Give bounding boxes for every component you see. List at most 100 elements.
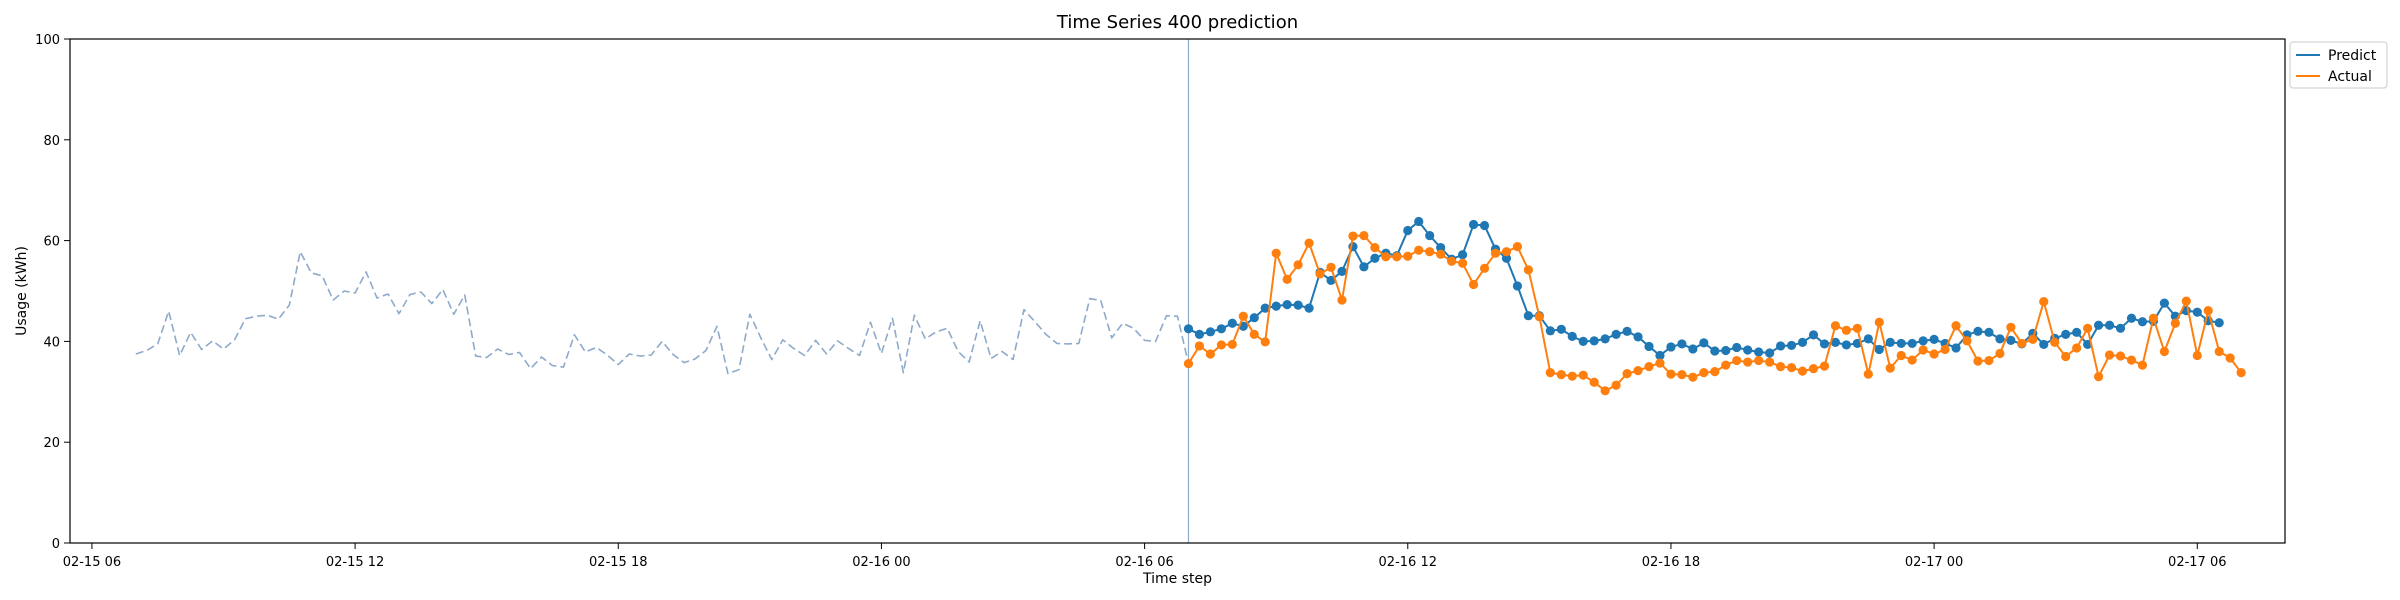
- predict-point: [1282, 300, 1292, 310]
- predict-point: [1918, 336, 1928, 346]
- predict-point: [2137, 317, 2148, 327]
- actual-point: [1940, 344, 1950, 355]
- predict-point: [1885, 337, 1895, 348]
- actual-point: [1348, 231, 1358, 241]
- x-tick-label: 02-16 06: [1115, 555, 1173, 570]
- actual-point: [1633, 366, 1643, 376]
- actual-point: [1468, 279, 1479, 290]
- actual-point: [1512, 242, 1523, 252]
- predict-point: [1458, 250, 1468, 260]
- legend-label-predict: Predict: [2328, 48, 2377, 64]
- chart-content: 0 20 40 60 80 100 02-15 06 02-15 12 02-15 18 02-1…: [35, 33, 2246, 570]
- actual-point: [1797, 366, 1808, 376]
- y-tick-label: 80: [43, 134, 60, 149]
- predict-point: [1370, 253, 1380, 263]
- actual-point: [1699, 368, 1709, 378]
- predict-point: [2214, 318, 2224, 328]
- actual-point: [2236, 368, 2246, 378]
- predict-point: [1545, 326, 1555, 336]
- actual-point: [2159, 346, 2169, 357]
- actual-point: [1282, 274, 1292, 285]
- predict-point: [1501, 253, 1512, 263]
- x-tick-label: 02-15 18: [589, 555, 647, 570]
- predict-point: [1775, 341, 1786, 351]
- predict-point: [1710, 346, 1720, 356]
- actual-point: [2006, 322, 2016, 332]
- actual-point: [2170, 318, 2180, 328]
- predict-point: [2072, 327, 2082, 337]
- actual-point: [1775, 362, 1786, 372]
- actual-point: [1589, 377, 1599, 387]
- actual-point: [2061, 351, 2071, 362]
- predict-point: [1797, 337, 1808, 348]
- actual-point: [2203, 306, 2213, 316]
- actual-point: [1490, 248, 1501, 258]
- actual-point: [1205, 349, 1215, 359]
- predict-point: [1523, 311, 1533, 321]
- predict-point: [1304, 303, 1314, 313]
- actual-point: [1743, 357, 1753, 367]
- y-tick-label: 0: [52, 537, 60, 552]
- predict-point: [1622, 326, 1632, 336]
- predict-point: [1633, 332, 1643, 342]
- actual-point: [1754, 355, 1764, 366]
- actual-point: [1304, 238, 1314, 248]
- actual-point: [1995, 348, 2005, 359]
- predict-point: [1874, 344, 1884, 355]
- predict-point: [1512, 281, 1523, 291]
- x-tick-label: 02-15 12: [326, 555, 384, 570]
- actual-point: [1677, 370, 1687, 380]
- x-tick-label: 02-17 00: [1905, 555, 1963, 570]
- predict-point: [1699, 338, 1709, 348]
- predict-point: [1567, 331, 1577, 341]
- actual-point: [1337, 295, 1347, 305]
- actual-point: [2093, 372, 2104, 382]
- actual-point: [2083, 323, 2093, 333]
- predict-point: [1786, 340, 1797, 351]
- actual-point: [1545, 368, 1555, 378]
- predict-point: [1249, 313, 1259, 323]
- actual-point: [2137, 360, 2148, 370]
- predict-point: [2192, 307, 2202, 317]
- predict-point: [2039, 339, 2049, 350]
- predict-point: [1216, 324, 1226, 334]
- predict-point: [1414, 216, 1424, 227]
- actual-point: [1183, 358, 1194, 369]
- actual-point: [1830, 321, 1841, 331]
- actual-point: [1863, 369, 1873, 379]
- predict-point: [1436, 243, 1446, 253]
- predict-point: [1995, 334, 2005, 344]
- actual-point: [1962, 336, 1972, 346]
- predict-point: [1337, 266, 1347, 276]
- predict-point: [1655, 350, 1665, 361]
- predict-point: [1688, 344, 1698, 354]
- actual-point: [1611, 380, 1621, 390]
- x-tick-label: 02-16 18: [1642, 555, 1700, 570]
- actual-point: [2126, 355, 2137, 365]
- actual-point: [1600, 386, 1610, 396]
- actual-point: [2192, 350, 2202, 361]
- predict-point: [1896, 338, 1906, 349]
- actual-point: [1885, 363, 1895, 373]
- predict-point: [1808, 330, 1819, 340]
- predict-point: [1863, 334, 1873, 344]
- predict-point: [1929, 334, 1939, 344]
- actual-point: [1786, 363, 1797, 373]
- actual-point: [1271, 248, 1281, 258]
- actual-point: [1907, 355, 1917, 365]
- actual-point: [1808, 364, 1819, 374]
- actual-point: [2039, 296, 2049, 307]
- predict-point: [1743, 345, 1753, 355]
- actual-point: [1984, 355, 1994, 366]
- predict-point: [1556, 324, 1566, 334]
- actual-point: [1765, 357, 1775, 367]
- actual-point: [1436, 249, 1446, 259]
- predict-point: [1479, 220, 1490, 231]
- actual-point: [1194, 341, 1205, 351]
- predict-point: [1260, 303, 1270, 313]
- predict-point: [1293, 300, 1303, 310]
- actual-point: [1874, 317, 1884, 327]
- actual-point: [2148, 313, 2159, 323]
- predict-point: [1425, 230, 1435, 241]
- actual-point: [1370, 243, 1380, 253]
